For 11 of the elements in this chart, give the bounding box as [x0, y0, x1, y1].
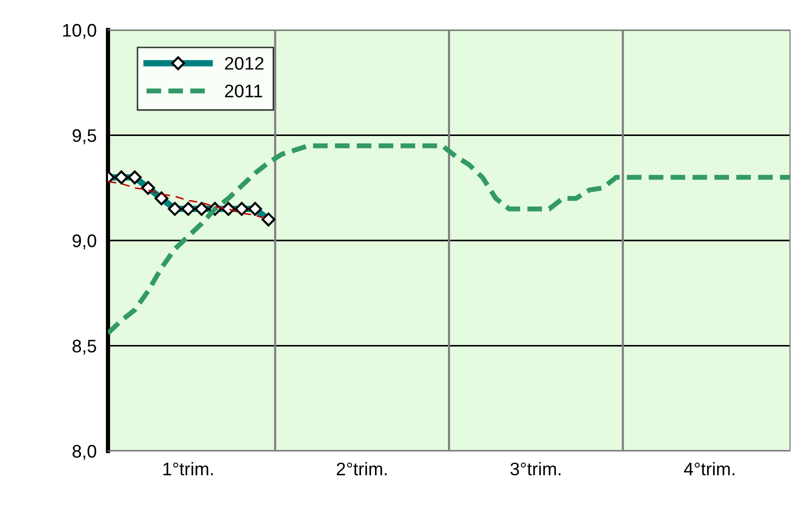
y-tick-label: 8,5 — [72, 340, 96, 355]
y-tick-label: 9,0 — [72, 234, 96, 250]
y-tick-label: 10,0 — [63, 24, 96, 39]
legend-label: 2011 — [225, 84, 262, 98]
x-tick-label: 1°trim. — [163, 462, 213, 476]
y-tick-label: 9,5 — [72, 129, 96, 144]
y-tick-label: 8,0 — [72, 444, 96, 460]
x-tick-label: 3°trim. — [510, 462, 560, 476]
legend-label: 2012 — [225, 56, 264, 70]
x-tick-label: 4°trim. — [684, 462, 734, 476]
x-tick-label: 2°trim. — [336, 462, 387, 476]
